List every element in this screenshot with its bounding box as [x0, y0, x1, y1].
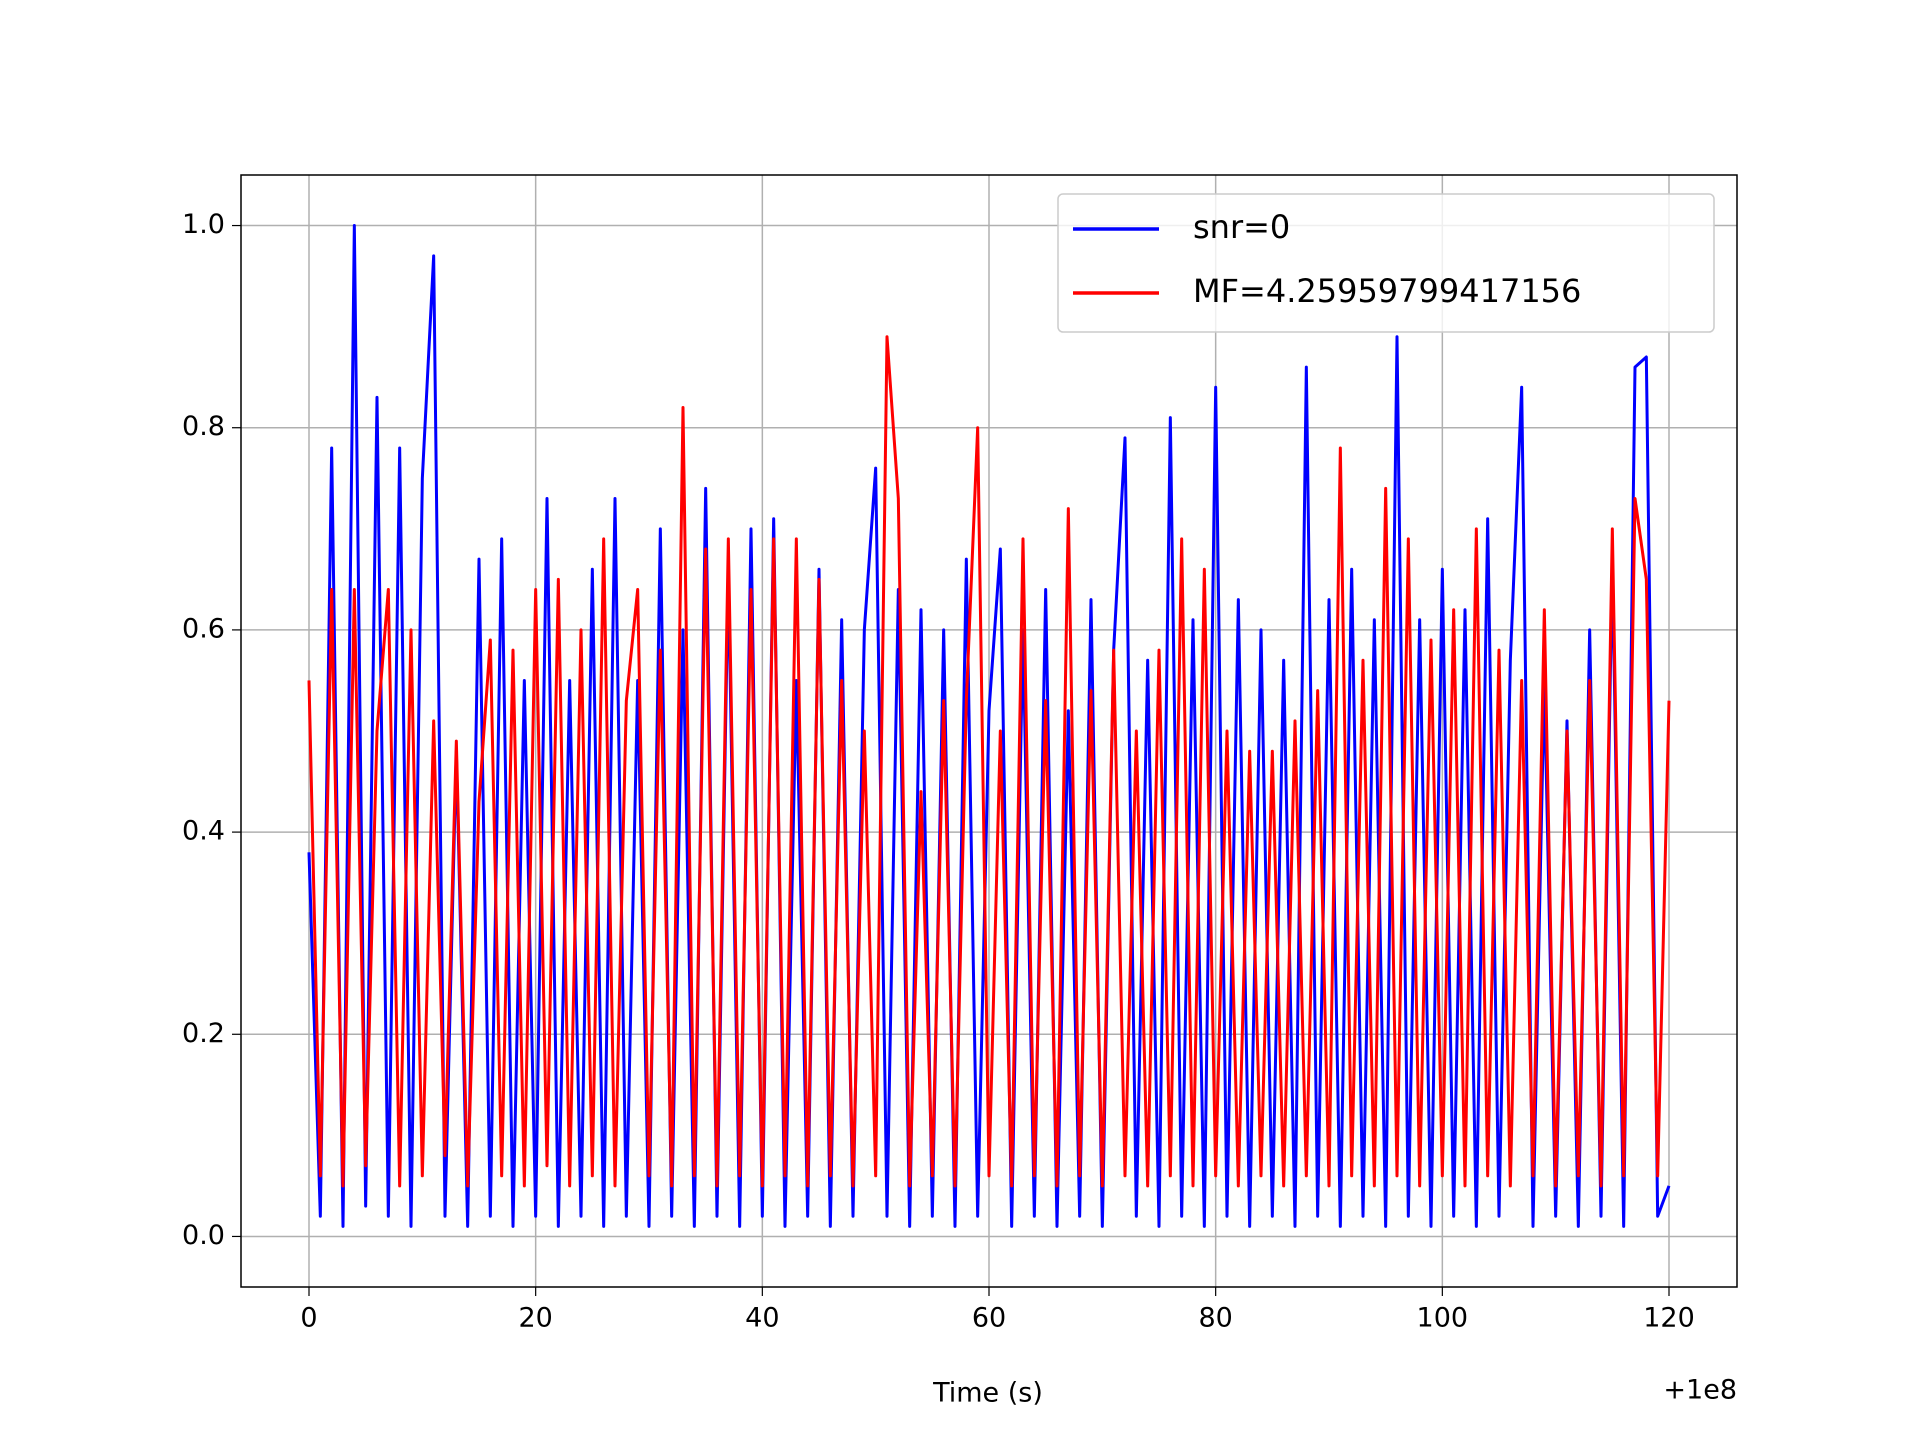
x-tick-label: 60 [972, 1303, 1006, 1334]
x-tick-label: 20 [518, 1303, 552, 1334]
x-offset-label: +1e8 [1663, 1375, 1737, 1406]
y-tick-label: 0.0 [182, 1220, 225, 1251]
x-tick-label: 120 [1643, 1303, 1695, 1334]
legend-label: snr=0 [1193, 208, 1290, 246]
y-tick-label: 1.0 [182, 209, 225, 240]
y-tick-label: 0.6 [182, 613, 225, 644]
x-tick-label: 40 [745, 1303, 779, 1334]
x-axis-label: Time (s) [932, 1378, 1043, 1409]
x-tick-label: 80 [1198, 1303, 1232, 1334]
y-tick-label: 0.4 [182, 816, 225, 847]
legend-box [1057, 193, 1715, 333]
legend-label: MF=4.25959799417156 [1193, 272, 1581, 310]
x-tick-label: 0 [300, 1303, 317, 1334]
y-tick-label: 0.2 [182, 1018, 225, 1049]
series-line [307, 335, 1671, 1188]
y-tick-label: 0.8 [182, 411, 225, 442]
x-tick-label: 100 [1417, 1303, 1469, 1334]
series-line [307, 224, 1671, 1228]
plot-frame [240, 174, 1738, 1288]
